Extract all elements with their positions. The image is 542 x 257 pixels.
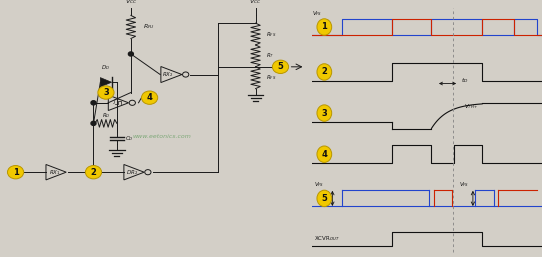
Circle shape — [91, 101, 96, 105]
Circle shape — [317, 190, 332, 207]
Text: $R_{PU}$: $R_{PU}$ — [143, 23, 156, 31]
Circle shape — [86, 166, 101, 179]
Text: 4: 4 — [147, 93, 152, 102]
Text: 3: 3 — [321, 108, 327, 118]
Text: www.eetonics.com: www.eetonics.com — [133, 134, 191, 139]
Circle shape — [128, 52, 133, 56]
Text: 5: 5 — [321, 194, 327, 203]
Text: 2: 2 — [321, 67, 327, 77]
Circle shape — [317, 64, 332, 80]
Circle shape — [8, 166, 24, 179]
Text: $C_D$: $C_D$ — [125, 134, 133, 143]
Text: $\it{JT}$: $\it{JT}$ — [113, 97, 121, 106]
Text: XCVR$_{OUT}$: XCVR$_{OUT}$ — [314, 235, 340, 243]
Circle shape — [141, 91, 158, 104]
Text: $V_{FS}$: $V_{FS}$ — [459, 180, 469, 189]
Text: $V_{FS}$: $V_{FS}$ — [312, 9, 322, 18]
Text: $R_T$: $R_T$ — [267, 52, 275, 60]
Circle shape — [98, 86, 114, 99]
Text: $RX_1$: $RX_1$ — [49, 168, 60, 177]
Text: $R_{FS}$: $R_{FS}$ — [267, 30, 277, 39]
Text: 1: 1 — [321, 22, 327, 32]
Circle shape — [91, 121, 96, 125]
Text: $V_{FS}$: $V_{FS}$ — [314, 180, 324, 189]
Circle shape — [317, 105, 332, 121]
Text: 3: 3 — [103, 88, 109, 97]
Circle shape — [317, 19, 332, 35]
Text: $V_{CC}$: $V_{CC}$ — [125, 0, 137, 6]
Text: 2: 2 — [91, 168, 96, 177]
Polygon shape — [100, 78, 112, 87]
Circle shape — [317, 146, 332, 162]
Text: $R_{FS}$: $R_{FS}$ — [267, 74, 277, 82]
Text: $t_D$: $t_D$ — [461, 76, 469, 85]
Text: $V_{TH+}$: $V_{TH+}$ — [464, 102, 478, 111]
Text: 5: 5 — [278, 62, 283, 71]
Text: $RX_2$: $RX_2$ — [163, 70, 174, 79]
Text: 1: 1 — [12, 168, 18, 177]
Circle shape — [273, 60, 288, 74]
Text: $V_{CC}$: $V_{CC}$ — [249, 0, 262, 6]
Text: $D_D$: $D_D$ — [101, 63, 111, 72]
Text: $R_D$: $R_D$ — [102, 111, 110, 120]
Text: $DR_2$: $DR_2$ — [126, 168, 139, 177]
Text: 4: 4 — [321, 150, 327, 159]
